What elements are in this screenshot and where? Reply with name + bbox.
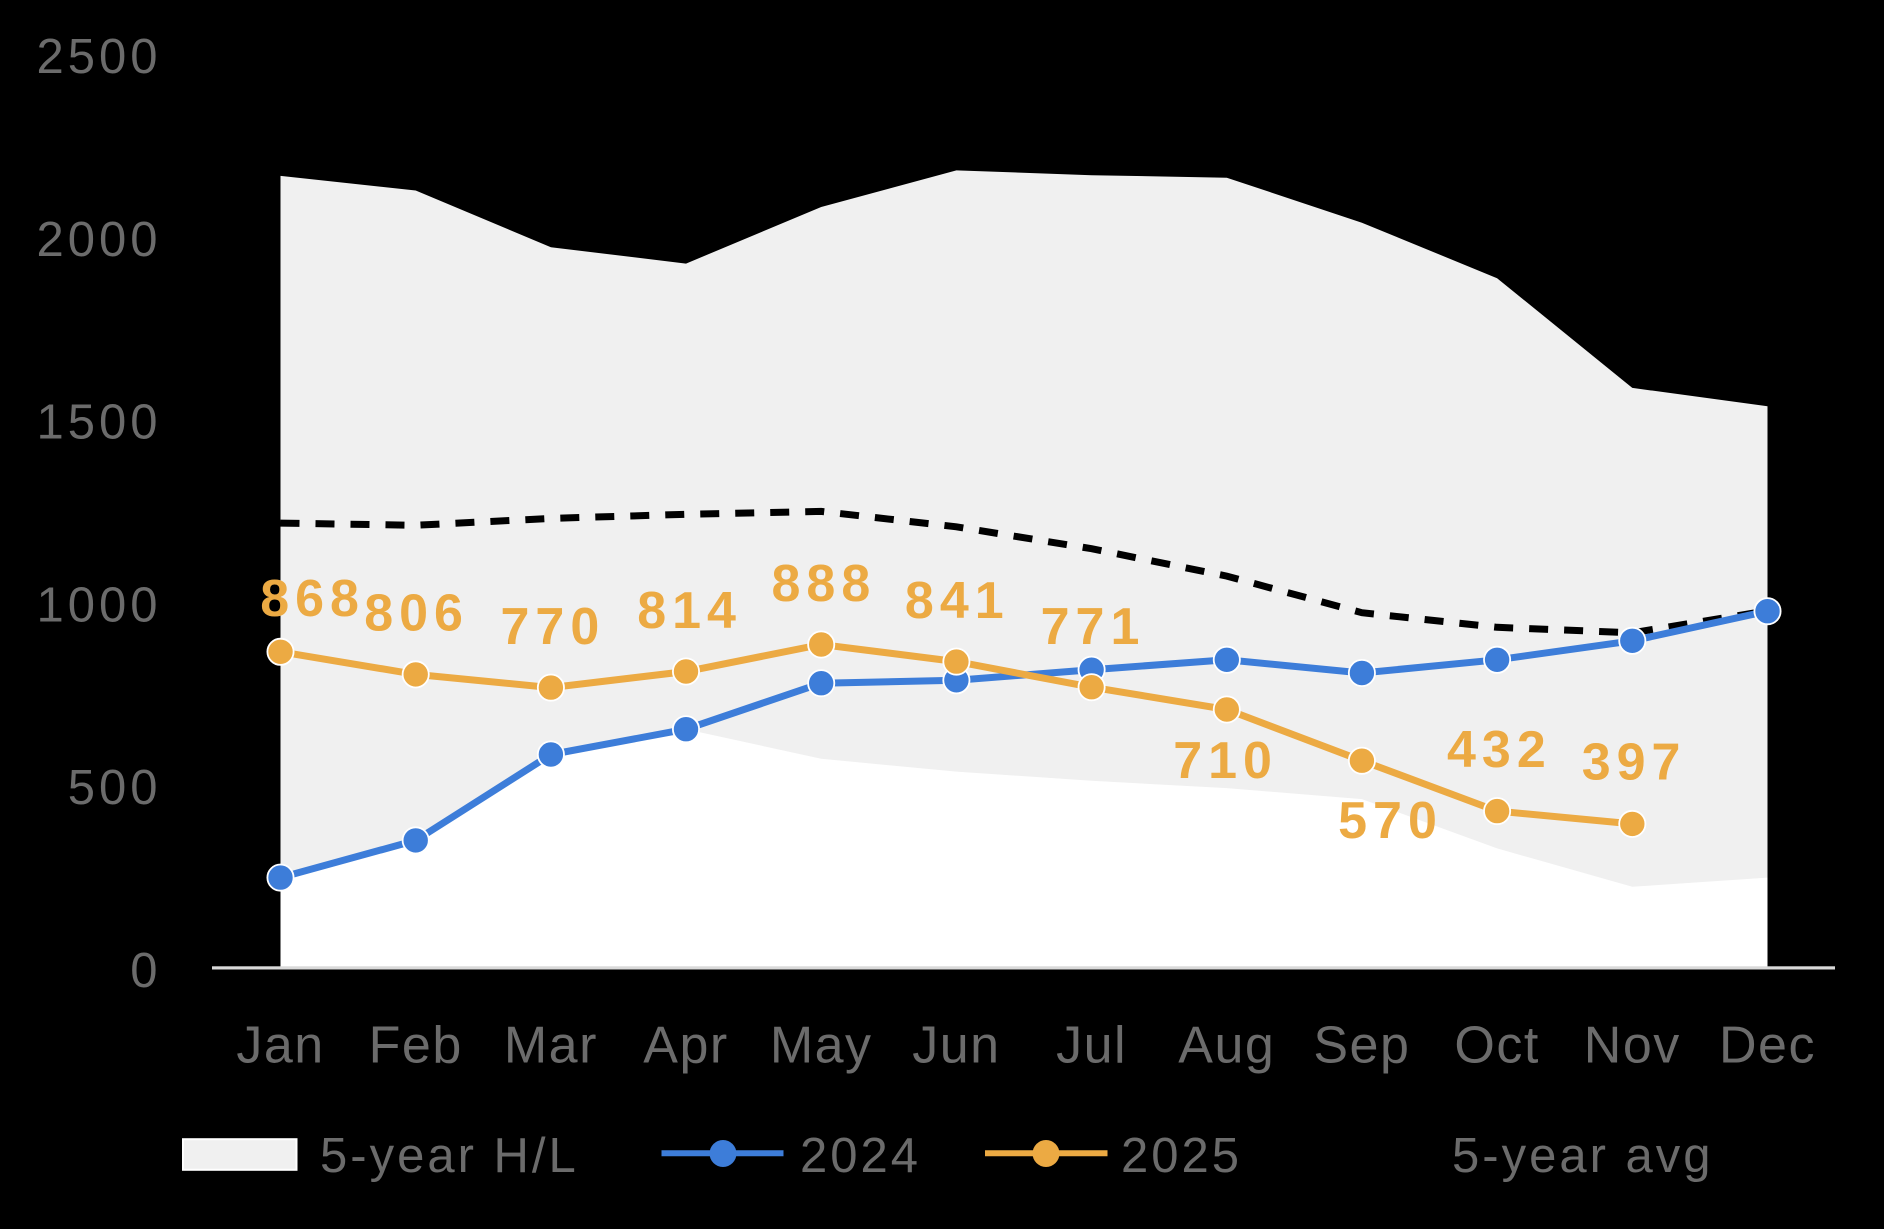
svg-text:2024: 2024 [800,1129,921,1183]
svg-text:814: 814 [637,582,742,640]
svg-text:432: 432 [1447,721,1552,779]
svg-text:Oct: Oct [1454,1017,1539,1075]
svg-text:806: 806 [364,584,469,642]
svg-text:Apr: Apr [643,1017,728,1075]
svg-text:1000: 1000 [36,578,161,632]
svg-text:Jul: Jul [1056,1017,1127,1075]
svg-text:Jun: Jun [912,1017,1000,1075]
svg-text:570: 570 [1338,792,1443,850]
svg-text:841: 841 [905,572,1010,630]
svg-text:0: 0 [130,944,161,998]
svg-text:Feb: Feb [369,1017,463,1075]
svg-text:Aug: Aug [1178,1017,1275,1075]
svg-text:Dec: Dec [1719,1017,1816,1075]
svg-text:397: 397 [1582,734,1687,792]
svg-text:888: 888 [772,555,877,613]
svg-text:868: 868 [260,570,365,628]
svg-text:Jan: Jan [236,1017,324,1075]
svg-text:5-year H/L: 5-year H/L [320,1129,579,1183]
svg-text:771: 771 [1041,598,1146,656]
svg-text:500: 500 [68,761,162,815]
svg-text:2025: 2025 [1121,1129,1242,1183]
svg-text:May: May [770,1017,873,1075]
svg-text:2000: 2000 [36,213,161,267]
svg-text:710: 710 [1173,732,1278,790]
svg-text:Sep: Sep [1313,1017,1410,1075]
svg-text:1500: 1500 [36,396,161,450]
svg-text:2500: 2500 [36,30,161,84]
svg-text:770: 770 [501,598,606,656]
svg-text:Mar: Mar [504,1017,598,1075]
svg-text:Nov: Nov [1584,1017,1681,1075]
svg-text:5-year avg: 5-year avg [1452,1129,1714,1183]
